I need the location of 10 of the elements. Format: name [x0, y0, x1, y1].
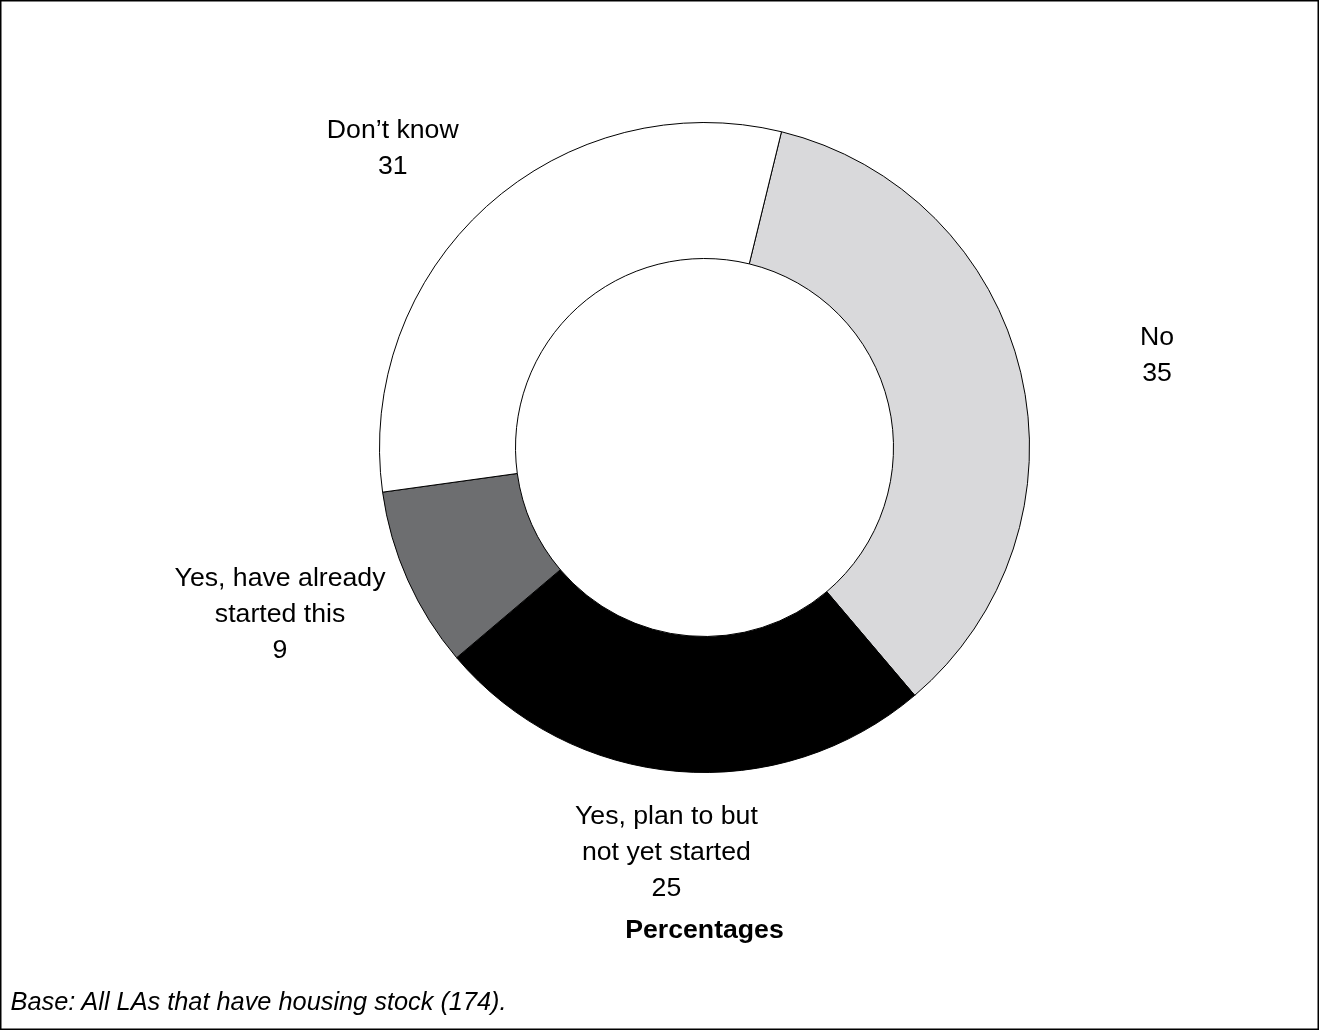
text: Percentages: [625, 913, 784, 944]
data-label: 9: [272, 633, 288, 664]
slice-label: No: [1139, 321, 1175, 352]
slice-label: Don’t know: [326, 114, 460, 144]
slice-label: Yes, have already started this: [174, 561, 387, 628]
data-label: 35: [1142, 357, 1172, 388]
data-label: 25: [651, 872, 682, 903]
data-label: 31: [377, 150, 408, 180]
text: Base: All LAs that have housing stock (174).: [10, 986, 507, 1015]
slice-label: Yes, plan to but not yet started: [575, 800, 759, 867]
